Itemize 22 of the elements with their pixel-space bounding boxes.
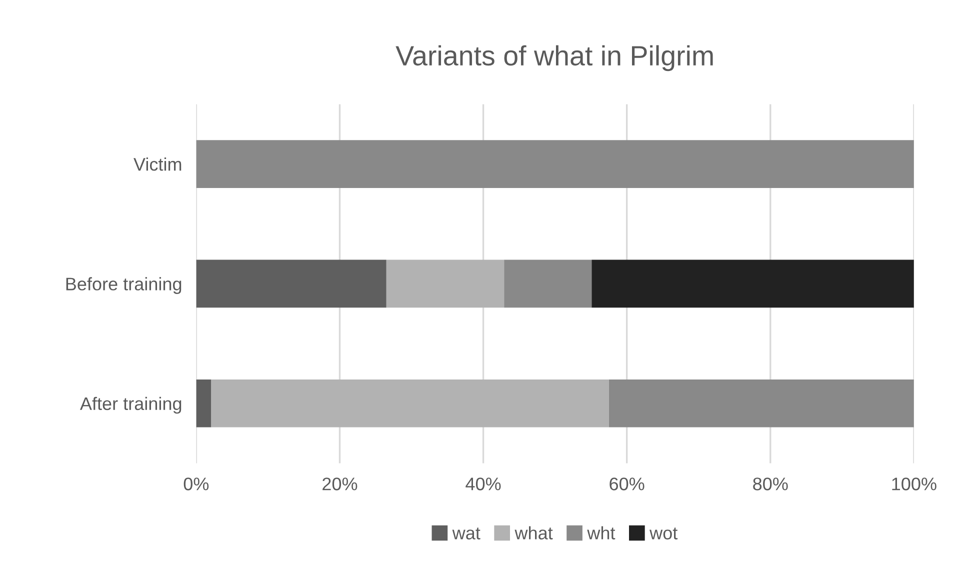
bar [504,260,592,308]
bar [196,140,914,188]
x-tick-label: 80% [753,478,788,490]
bar [386,260,504,308]
x-tick-label: 20% [322,478,358,490]
bar [196,260,386,308]
legend-label: what [514,526,553,540]
legend-label: wot [650,528,678,540]
bar [196,379,212,428]
bar [211,379,609,428]
x-tick-label: 100% [892,478,936,490]
bar [608,379,914,428]
legend-label: wat [452,528,480,540]
bar [592,260,914,308]
x-tick-label: 60% [610,478,644,490]
y-tick-label: Before training [66,277,182,294]
chart-title: Variants of what in Pilgrim [396,45,713,72]
y-tick-label: After training [80,396,182,414]
y-tick-label: Victim [134,158,182,171]
x-tick-label: 0% [184,478,209,490]
x-tick-label: 40% [466,478,501,490]
legend-label: wht [587,526,616,540]
